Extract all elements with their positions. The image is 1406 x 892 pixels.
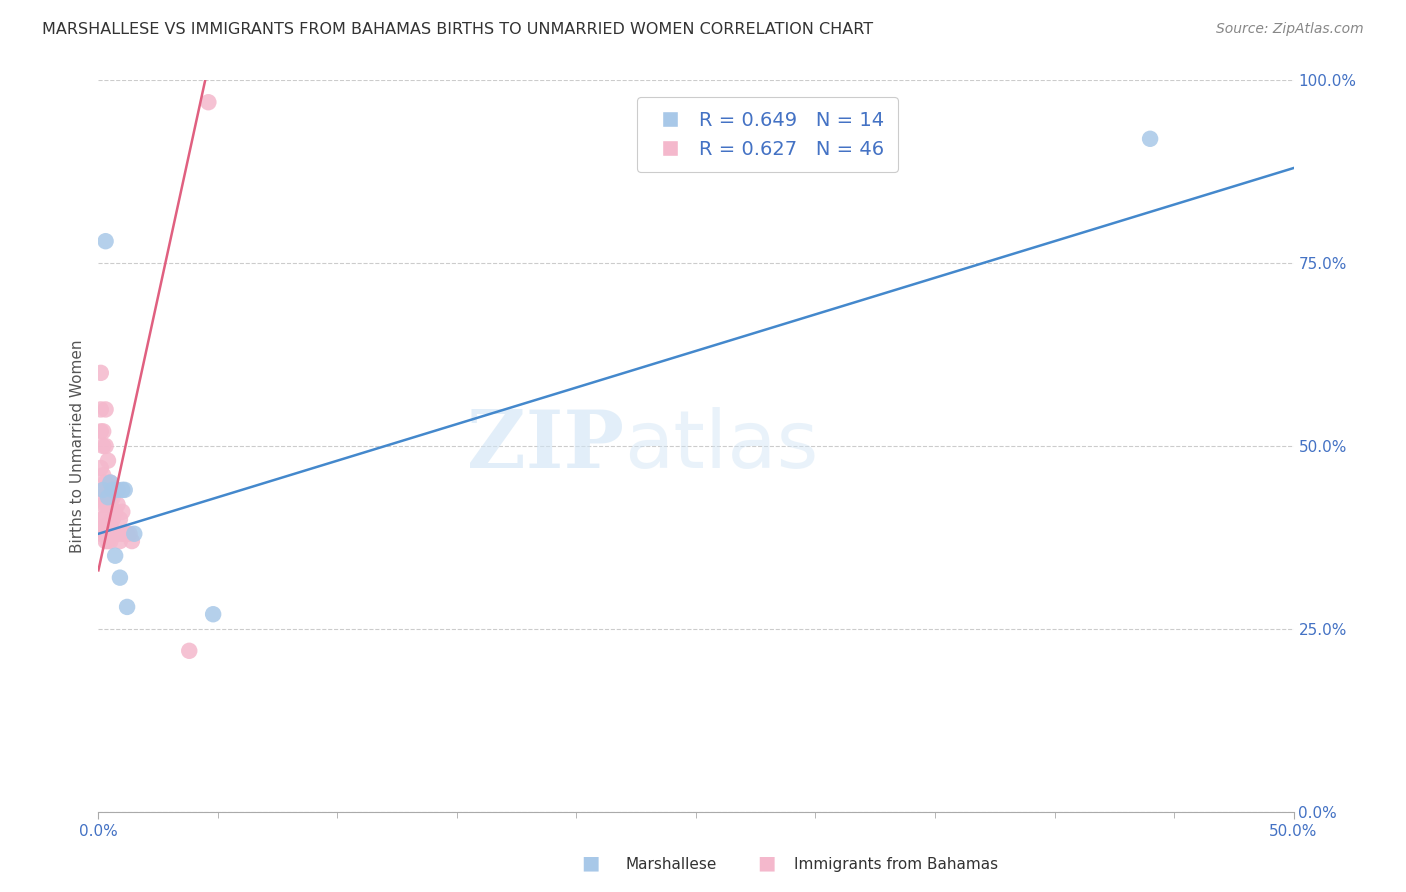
Point [91,526,114,541]
Point [94,498,117,512]
Text: Immigrants from Bahamas: Immigrants from Bahamas [794,857,998,872]
Point [98,534,122,549]
Point [104,505,127,519]
Point [90,366,112,380]
Point [124,526,146,541]
Point [202,607,225,622]
Text: Source: ZipAtlas.com: Source: ZipAtlas.com [1216,22,1364,37]
Text: ■: ■ [756,854,776,872]
Point [108,534,131,549]
Point [101,490,124,504]
Point [107,498,129,512]
Text: ■: ■ [581,854,600,872]
Point [108,512,131,526]
Point [108,571,131,585]
Point [101,512,124,526]
Point [94,519,117,533]
Text: Marshallese: Marshallese [626,857,717,872]
Point [94,475,117,490]
Point [111,505,134,519]
Point [97,483,120,497]
Point [1139,132,1161,146]
Point [111,526,134,541]
Point [111,483,134,497]
Point [90,425,112,439]
Point [90,512,112,526]
Point [91,483,114,497]
Point [91,425,114,439]
Point [94,402,117,417]
Point [90,461,112,475]
Point [197,95,219,110]
Point [98,475,122,490]
Point [97,453,120,467]
Point [91,468,114,483]
Point [115,526,138,541]
Point [115,599,138,614]
Point [97,490,120,504]
Point [114,483,136,497]
Point [97,498,120,512]
Point [98,475,122,490]
Point [98,498,122,512]
Point [94,234,117,248]
Point [91,512,114,526]
Point [91,483,114,497]
Point [107,483,129,497]
Text: MARSHALLESE VS IMMIGRANTS FROM BAHAMAS BIRTHS TO UNMARRIED WOMEN CORRELATION CHA: MARSHALLESE VS IMMIGRANTS FROM BAHAMAS B… [42,22,873,37]
Point [101,483,124,497]
Legend: R = 0.649   N = 14, R = 0.627   N = 46: R = 0.649 N = 14, R = 0.627 N = 46 [637,97,898,172]
Point [121,534,143,549]
Point [107,526,129,541]
Point [97,519,120,533]
Point [91,439,114,453]
Point [179,644,201,658]
Point [98,519,122,533]
Point [104,526,127,541]
Point [101,526,124,541]
Point [90,402,112,417]
Point [118,526,141,541]
Y-axis label: Births to Unmarried Women: Births to Unmarried Women [69,339,84,553]
Text: atlas: atlas [624,407,818,485]
Point [94,439,117,453]
Point [91,498,114,512]
Text: ZIP: ZIP [467,407,624,485]
Point [94,534,117,549]
Point [104,549,127,563]
Point [114,526,136,541]
Point [90,490,112,504]
Point [97,534,120,549]
Point [90,526,112,541]
